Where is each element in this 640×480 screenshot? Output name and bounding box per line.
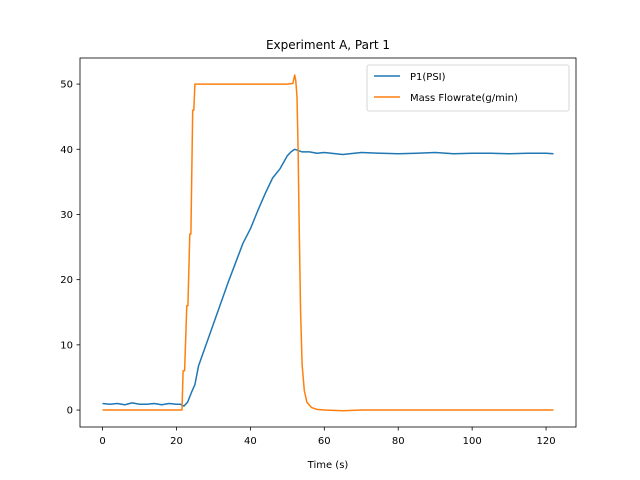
x-tick-label: 20 (170, 436, 183, 447)
x-tick-label: 80 (392, 436, 405, 447)
y-axis-ticks: 0 10 20 30 40 50 (60, 80, 80, 417)
legend: P1(PSI) Mass Flowrate(g/min) (366, 64, 570, 112)
x-tick-label: 40 (244, 436, 257, 447)
series-line-mass-flowrate (102, 74, 554, 412)
plot-area (102, 74, 554, 412)
y-tick-label: 0 (67, 406, 73, 417)
y-tick-label: 10 (60, 340, 73, 351)
x-tick-label: 60 (318, 436, 331, 447)
chart-title: Experiment A, Part 1 (266, 38, 390, 52)
y-tick-label: 50 (60, 80, 73, 91)
legend-label-p1: P1(PSI) (410, 72, 446, 83)
x-axis-ticks: 0 20 40 60 80 100 120 (99, 427, 556, 447)
axes-frame (79, 57, 577, 428)
legend-label-mass-flowrate: Mass Flowrate(g/min) (410, 93, 518, 104)
y-tick-label: 30 (60, 210, 73, 221)
series-line-p1 (102, 148, 554, 407)
x-tick-label: 120 (537, 436, 556, 447)
x-tick-label: 100 (463, 436, 482, 447)
series-group (102, 74, 554, 412)
y-tick-label: 40 (60, 145, 73, 156)
legend-box (366, 64, 570, 112)
x-axis-label: Time (s) (307, 460, 349, 471)
x-tick-label: 0 (99, 436, 105, 447)
y-tick-label: 20 (60, 275, 73, 286)
